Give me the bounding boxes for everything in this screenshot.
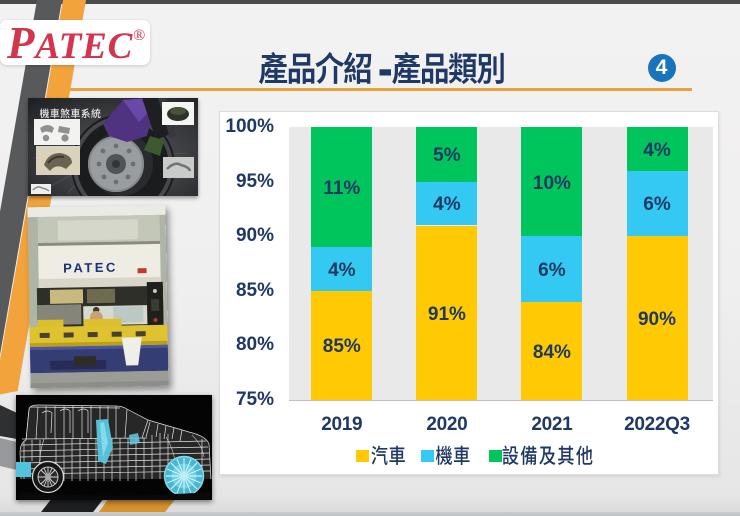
svg-text:PATEC: PATEC bbox=[63, 260, 118, 276]
